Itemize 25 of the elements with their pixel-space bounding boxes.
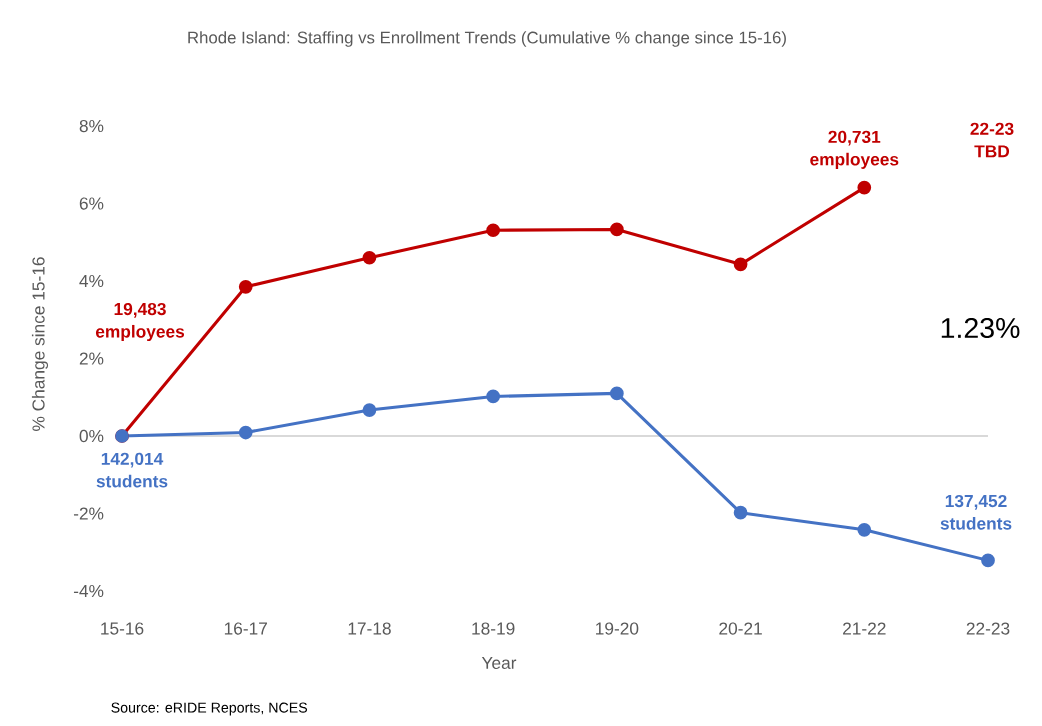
x-tick-label: 15-16: [101, 622, 144, 635]
annotation: 142,014 students: [96, 452, 168, 488]
annotation: 22-23 TBD: [970, 122, 1014, 158]
y-tick-label: -4%: [73, 584, 104, 598]
x-tick-label: 21-22: [843, 622, 886, 635]
y-axis-title: % Change since 15-16: [31, 257, 49, 431]
x-tick-label: 19-20: [596, 622, 639, 635]
annotation: 1.23%: [941, 317, 1020, 339]
chart-title: Rhode Island: Staffing vs Enrollment Trends (Cumulative % change since 15-16): [188, 31, 786, 47]
annotation: 19,483 employees: [95, 302, 185, 342]
y-tick-label: 6%: [79, 197, 104, 210]
annotation: 20,731 employees: [810, 130, 899, 169]
y-tick-label: -2%: [73, 507, 104, 520]
x-tick-label: 18-19: [472, 622, 515, 635]
x-tick-label: 20-21: [719, 622, 762, 635]
y-tick-label: 2%: [79, 352, 104, 365]
annotation: 137,452 students: [940, 494, 1012, 530]
y-tick-label: 4%: [79, 274, 104, 288]
y-tick-label: 8%: [79, 119, 104, 133]
x-tick-label: 17-18: [348, 622, 391, 635]
y-tick-label: 0%: [79, 429, 104, 443]
x-axis-title: Year: [481, 656, 517, 670]
source-note: Source: eRIDE Reports, NCES: [111, 702, 308, 716]
x-tick-label: 16-17: [224, 622, 267, 635]
x-tick-label: 22-23: [966, 622, 1010, 635]
